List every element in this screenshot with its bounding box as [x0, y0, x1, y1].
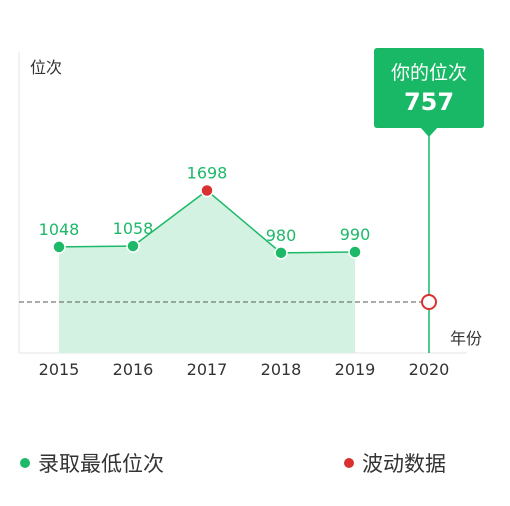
data-points	[52, 183, 362, 260]
x-tick-label-2015: 2015	[39, 360, 80, 379]
data-point-2018	[274, 246, 288, 260]
data-label-2017: 1698	[187, 164, 228, 183]
legend-label-lowest-rank: 录取最低位次	[38, 452, 164, 476]
legend-item-fluctuation: 波动数据	[344, 448, 446, 478]
x-tick-label-2019: 2019	[335, 360, 376, 379]
data-point-2015	[52, 240, 66, 254]
data-labels: 1048 1058 1698 980 990	[39, 164, 371, 245]
data-label-2018: 980	[266, 226, 297, 245]
x-axis-label: 年份	[450, 329, 482, 348]
data-label-2016: 1058	[113, 219, 154, 238]
data-label-2019: 990	[340, 225, 371, 244]
legend-item-lowest-rank: 录取最低位次	[20, 448, 164, 478]
legend-dot-red-icon	[344, 458, 354, 468]
callout-value: 757	[404, 88, 454, 116]
your-rank-marker	[421, 294, 437, 310]
y-axis-label: 位次	[30, 58, 62, 77]
data-point-2019	[348, 245, 362, 259]
x-tick-label-2017: 2017	[187, 360, 228, 379]
data-label-2015: 1048	[39, 220, 80, 239]
data-point-2016	[126, 239, 140, 253]
callout-title: 你的位次	[391, 62, 467, 84]
x-tick-labels: 2015 2016 2017 2018 2019 2020	[39, 360, 450, 379]
x-tick-label-2020: 2020	[409, 360, 450, 379]
legend-dot-green-icon	[20, 458, 30, 468]
your-rank-callout: 你的位次 757	[374, 48, 484, 137]
legend-label-fluctuation: 波动数据	[362, 452, 446, 476]
callout-box	[374, 48, 484, 128]
x-tick-label-2018: 2018	[261, 360, 302, 379]
data-point-2017	[200, 183, 214, 198]
series-area	[59, 190, 355, 353]
x-tick-label-2016: 2016	[113, 360, 154, 379]
callout-pointer	[420, 127, 438, 137]
